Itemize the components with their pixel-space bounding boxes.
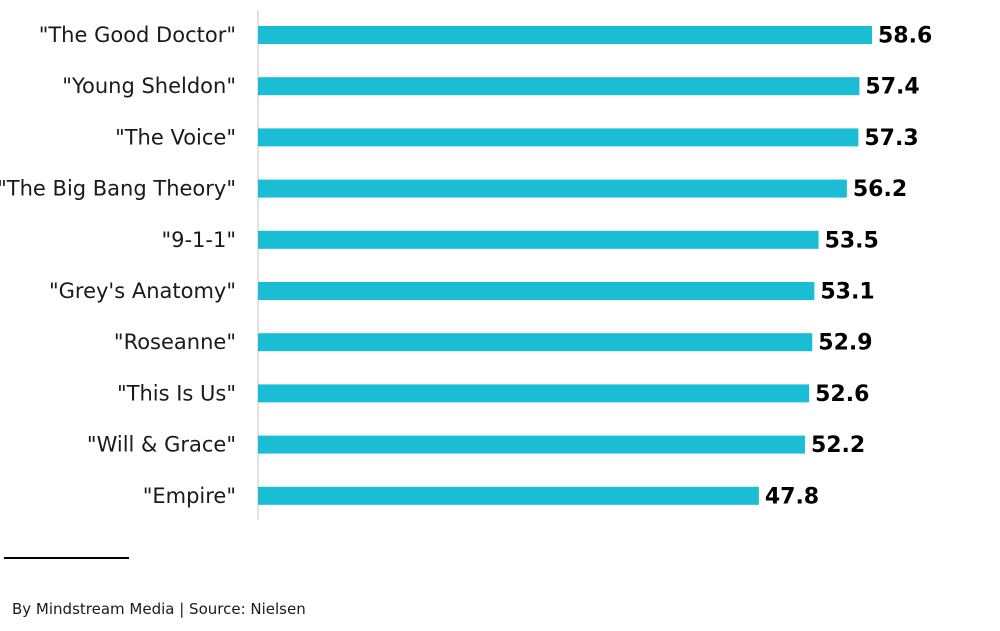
value-label: 58.6 xyxy=(878,24,932,49)
category-label: "Grey's Anatomy" xyxy=(49,279,236,303)
category-label: "Will & Grace" xyxy=(87,433,236,457)
footer-rule xyxy=(4,557,129,559)
category-label: "Roseanne" xyxy=(114,330,236,354)
bar xyxy=(258,486,759,505)
value-label: 52.6 xyxy=(815,382,869,407)
value-label: 53.1 xyxy=(820,280,874,305)
category-label: "Young Sheldon" xyxy=(62,74,236,98)
bar xyxy=(258,333,813,352)
bars-group: "The Good Doctor" 58.6 "Young Sheldon" 57.4… xyxy=(0,23,932,509)
value-label: 52.2 xyxy=(811,433,865,458)
value-label: 56.2 xyxy=(853,177,907,202)
value-label: 52.9 xyxy=(818,331,872,356)
category-label: "The Big Bang Theory" xyxy=(0,177,236,201)
category-label: "The Voice" xyxy=(115,125,236,149)
value-label: 47.8 xyxy=(765,484,819,509)
bar xyxy=(258,282,815,300)
category-label: "Empire" xyxy=(143,484,236,508)
bar xyxy=(258,128,859,147)
category-label: "This Is Us" xyxy=(117,381,236,405)
value-label: 57.4 xyxy=(865,75,919,100)
value-label: 53.5 xyxy=(825,228,879,253)
bar xyxy=(258,384,810,403)
category-label: "The Good Doctor" xyxy=(39,23,236,47)
value-label: 57.3 xyxy=(864,126,918,151)
bar xyxy=(258,77,860,96)
bar xyxy=(258,26,872,44)
bar xyxy=(258,435,805,454)
bar-chart: "The Good Doctor" 58.6 "Young Sheldon" 57.4… xyxy=(0,10,932,520)
bar xyxy=(258,179,847,198)
category-label: "9-1-1" xyxy=(161,228,236,252)
bar xyxy=(258,230,819,249)
source-note: By Mindstream Media | Source: Nielsen xyxy=(12,600,306,618)
